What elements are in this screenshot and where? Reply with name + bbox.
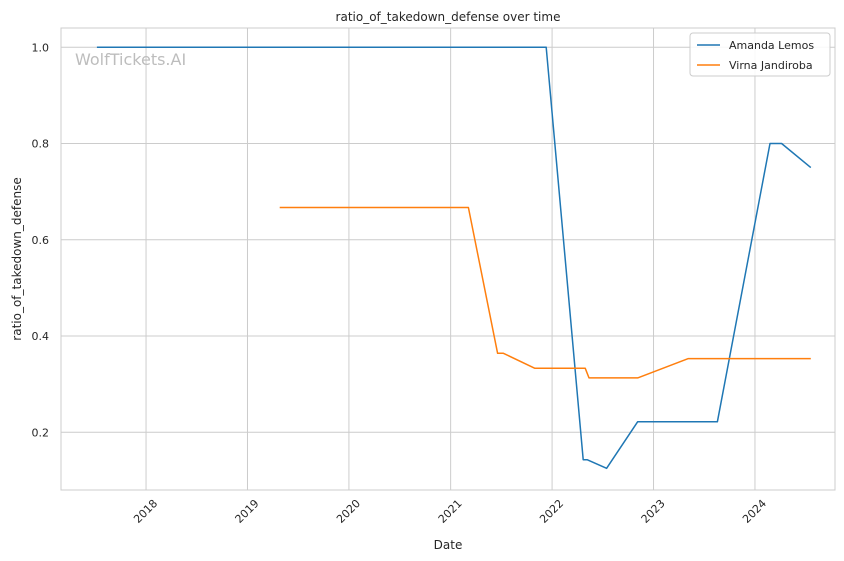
y-tick-label: 1.0 bbox=[32, 41, 50, 54]
y-tick-label: 0.4 bbox=[32, 330, 50, 343]
legend: Amanda Lemos Virna Jandiroba bbox=[689, 32, 831, 77]
series-line-amanda-lemos bbox=[96, 46, 812, 470]
x-axis-label: Date bbox=[434, 538, 463, 552]
y-tick-label: 0.2 bbox=[32, 426, 50, 439]
series-layer bbox=[96, 46, 812, 470]
y-axis-ticks: 0.2 0.4 0.6 0.8 1.0 bbox=[32, 41, 50, 439]
watermark: WolfTickets.AI bbox=[75, 50, 186, 69]
legend-label-virna-jandiroba: Virna Jandiroba bbox=[729, 59, 813, 72]
y-tick-label: 0.8 bbox=[32, 138, 50, 151]
y-tick-label: 0.6 bbox=[32, 234, 50, 247]
chart-title: ratio_of_takedown_defense over time bbox=[336, 10, 561, 24]
legend-label-amanda-lemos: Amanda Lemos bbox=[729, 39, 814, 52]
series-line-virna-jandiroba bbox=[279, 206, 811, 379]
legend-box bbox=[689, 32, 831, 77]
plot-area-frame bbox=[60, 27, 836, 491]
y-axis-label: ratio_of_takedown_defense bbox=[10, 177, 24, 340]
